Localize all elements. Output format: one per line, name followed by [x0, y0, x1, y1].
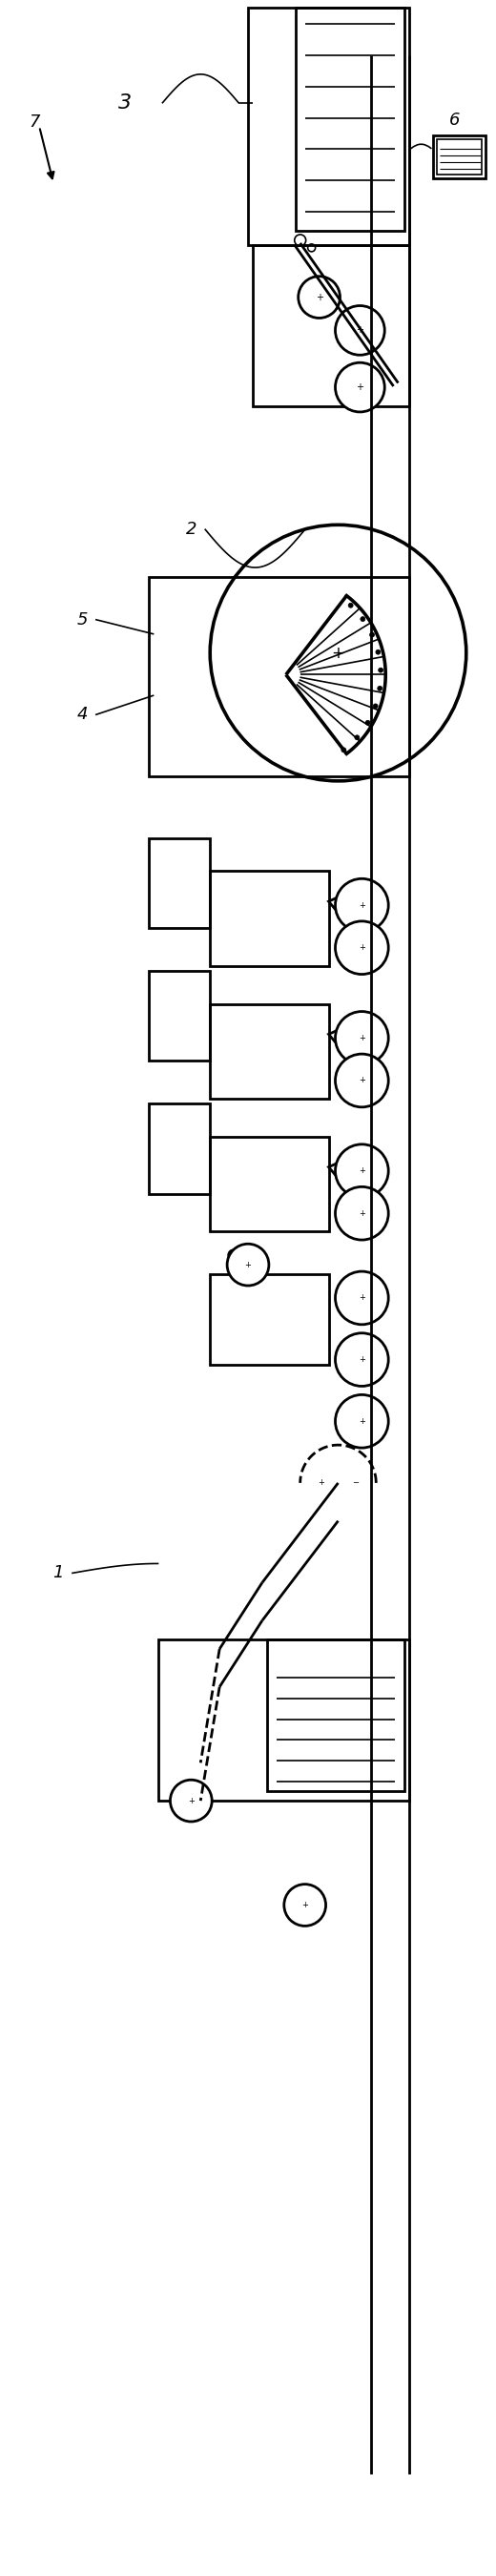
Circle shape: [335, 1188, 388, 1239]
Bar: [437, 139, 482, 175]
Circle shape: [375, 649, 380, 654]
Circle shape: [348, 603, 353, 608]
Text: +: +: [359, 943, 365, 953]
Circle shape: [378, 667, 383, 672]
Circle shape: [298, 276, 340, 317]
Circle shape: [210, 526, 466, 781]
Circle shape: [366, 721, 370, 724]
Text: +: +: [359, 1077, 365, 1084]
Text: +: +: [315, 294, 323, 301]
Circle shape: [308, 245, 315, 252]
Text: +: +: [359, 1208, 365, 1218]
Circle shape: [335, 1012, 388, 1064]
Bar: [253, 245, 409, 407]
Circle shape: [335, 922, 388, 974]
Text: +: +: [188, 1795, 194, 1806]
Polygon shape: [329, 1025, 350, 1059]
Bar: [267, 1638, 405, 1790]
Text: 7: 7: [29, 113, 40, 131]
Circle shape: [335, 1394, 388, 1448]
Circle shape: [227, 1244, 269, 1285]
Circle shape: [370, 634, 374, 636]
Text: +: +: [359, 1417, 365, 1425]
Circle shape: [377, 685, 382, 690]
Bar: [210, 871, 329, 966]
Text: +: +: [359, 1355, 365, 1363]
Circle shape: [295, 234, 306, 245]
Text: +: +: [318, 1479, 324, 1486]
Text: +: +: [359, 902, 365, 909]
Bar: [210, 1275, 329, 1365]
Circle shape: [335, 1144, 388, 1198]
Circle shape: [228, 1249, 240, 1262]
Text: 3: 3: [118, 93, 131, 113]
Bar: [296, 8, 405, 232]
Circle shape: [355, 734, 360, 739]
Text: 2: 2: [186, 520, 196, 538]
Bar: [148, 1103, 210, 1193]
Bar: [148, 837, 210, 927]
Circle shape: [361, 616, 365, 621]
Circle shape: [341, 747, 346, 752]
Text: 5: 5: [76, 611, 87, 629]
Text: +: +: [359, 1033, 365, 1043]
Circle shape: [300, 289, 310, 296]
Bar: [210, 1005, 329, 1100]
Text: +: +: [359, 1293, 365, 1303]
Circle shape: [335, 1273, 388, 1324]
Text: −: −: [352, 1479, 359, 1486]
Text: +: +: [359, 1167, 365, 1175]
Bar: [248, 8, 409, 245]
Circle shape: [335, 1054, 388, 1108]
Text: 4: 4: [76, 706, 87, 724]
Text: +: +: [331, 644, 345, 662]
Text: +: +: [302, 1901, 308, 1909]
Text: 1: 1: [53, 1564, 63, 1582]
Circle shape: [335, 363, 384, 412]
Circle shape: [335, 307, 384, 355]
Polygon shape: [329, 1157, 350, 1193]
Bar: [433, 137, 485, 178]
Text: +: +: [356, 381, 364, 392]
Bar: [210, 1136, 329, 1231]
Bar: [158, 1638, 409, 1801]
Text: 6: 6: [449, 111, 460, 129]
Circle shape: [284, 1883, 326, 1927]
Text: +: +: [356, 325, 364, 335]
Circle shape: [335, 878, 388, 933]
Bar: [148, 971, 210, 1061]
Circle shape: [373, 703, 378, 708]
Polygon shape: [329, 891, 350, 927]
Circle shape: [170, 1780, 212, 1821]
Circle shape: [335, 1332, 388, 1386]
Bar: [148, 577, 409, 775]
Text: +: +: [245, 1260, 251, 1270]
